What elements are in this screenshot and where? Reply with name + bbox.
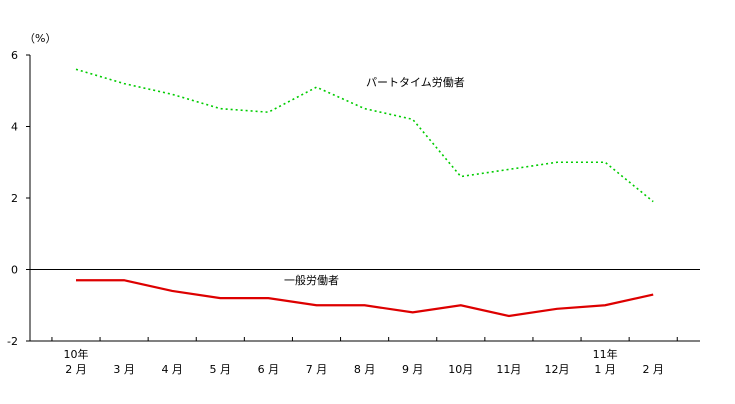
axes bbox=[29, 55, 700, 342]
y-tick-label: 2 bbox=[11, 192, 18, 205]
x-tick-label: 4 月 bbox=[161, 363, 183, 376]
series-label-general: 一般労働者 bbox=[284, 273, 339, 287]
x-tick-label: 2 月 bbox=[65, 363, 87, 376]
y-tick-label: 0 bbox=[11, 264, 18, 277]
ticks: 6 4 2 0 -2 bbox=[7, 49, 678, 348]
x-year-label: 11年 bbox=[593, 347, 618, 361]
x-tick-label: 11月 bbox=[496, 363, 521, 376]
y-tick-label: -2 bbox=[7, 335, 18, 348]
x-tick-label: 9 月 bbox=[402, 363, 424, 376]
series-label-part-time: パートタイム労働者 bbox=[366, 75, 465, 89]
x-year-label: 10年 bbox=[64, 347, 89, 361]
x-tick-label: 3 月 bbox=[113, 363, 135, 376]
x-tick-label: 1 月 bbox=[594, 363, 616, 376]
x-tick-label: 6 月 bbox=[258, 363, 280, 376]
y-axis-unit-label: （%） bbox=[24, 32, 56, 45]
x-tick-label: 10月 bbox=[448, 363, 473, 376]
x-tick-label: 8 月 bbox=[354, 363, 376, 376]
series-line-part-time bbox=[75, 68, 654, 203]
x-tick-label: 2 月 bbox=[642, 363, 664, 376]
labels: 10年 2 月 3 月 4 月 5 月 6 月 7 月 8 月 9 月 10月 11月 12月 11年 1… bbox=[64, 75, 664, 376]
y-tick-label: 4 bbox=[11, 121, 18, 134]
x-tick-label: 7 月 bbox=[306, 363, 328, 376]
series-group bbox=[75, 68, 654, 318]
x-tick-label: 12月 bbox=[545, 363, 570, 376]
x-tick-label: 5 月 bbox=[210, 363, 232, 376]
y-tick-label: 6 bbox=[11, 49, 18, 62]
series-line-general bbox=[76, 279, 654, 318]
